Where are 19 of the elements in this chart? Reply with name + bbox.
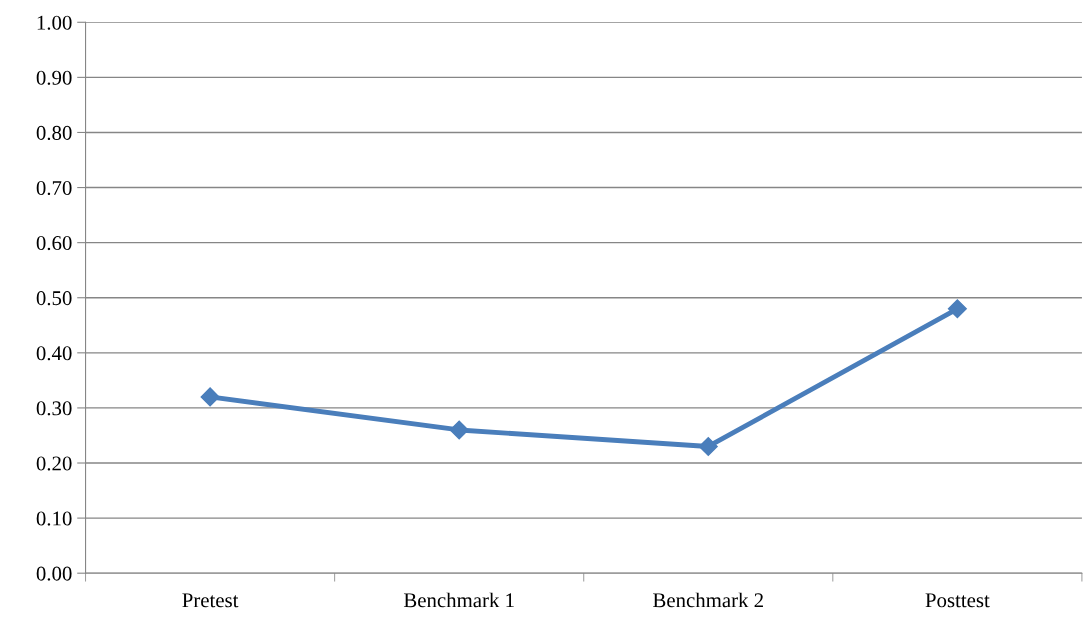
- y-tick-label: 1.00: [37, 15, 72, 30]
- y-tick-label: 0.30: [36, 401, 72, 416]
- x-tick-label: Posttest: [925, 593, 990, 608]
- x-tick-label: Benchmark 1: [403, 592, 514, 608]
- y-tick-label: 0.80: [36, 125, 72, 140]
- y-tick-label: 0.90: [36, 70, 72, 85]
- point: [449, 420, 469, 440]
- y-tick-label: 0.40: [36, 346, 72, 361]
- y-tick-label: 0.70: [36, 180, 72, 196]
- y-tick-label: 0.60: [36, 236, 72, 251]
- point: [200, 387, 220, 407]
- point: [947, 299, 967, 319]
- x-tick-label: Benchmark 2: [653, 592, 763, 608]
- y-tick-label: 0.00: [36, 566, 72, 581]
- x-tick-label: Pretest: [182, 593, 239, 608]
- y-tick-label: 0.50: [36, 291, 72, 306]
- y-tick-label: 0.10: [36, 511, 72, 526]
- y-tick-label: 0.20: [36, 456, 72, 471]
- point: [698, 436, 718, 457]
